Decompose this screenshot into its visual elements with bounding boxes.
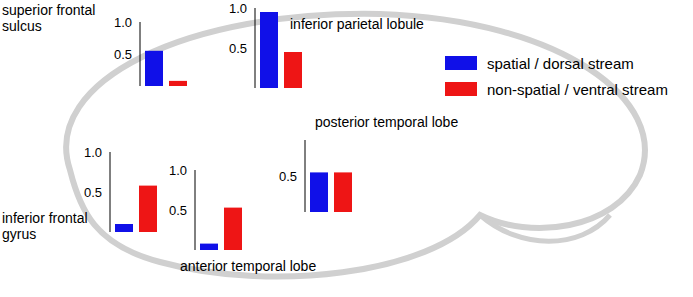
svg-text:1.0: 1.0 xyxy=(229,1,247,16)
svg-text:1.0: 1.0 xyxy=(169,163,187,178)
svg-text:0.5: 0.5 xyxy=(169,203,187,218)
svg-text:0.5: 0.5 xyxy=(229,41,247,56)
svg-text:0.5: 0.5 xyxy=(84,185,102,200)
html-text:anterior temporal lobe: anterior temporal lobe xyxy=(180,258,317,274)
html-text:inferior frontal gyrus: inferior frontal gyrus xyxy=(2,210,88,242)
svg-text:1.0: 1.0 xyxy=(114,15,132,30)
html-text:superior frontal sulcus: superior frontal sulcus xyxy=(2,2,96,34)
html-text:non-spatial / ventral stream: non-spatial / ventral stream xyxy=(487,80,668,98)
html-text:inferior parietal lobule: inferior parietal lobule xyxy=(290,16,424,32)
html-text:spatial / dorsal stream: spatial / dorsal stream xyxy=(487,54,634,72)
html-text:posterior temporal lobe: posterior temporal lobe xyxy=(315,114,459,130)
svg-text:0.5: 0.5 xyxy=(114,47,132,62)
svg-text:1.0: 1.0 xyxy=(84,145,102,160)
svg-text:0.5: 0.5 xyxy=(279,169,297,184)
